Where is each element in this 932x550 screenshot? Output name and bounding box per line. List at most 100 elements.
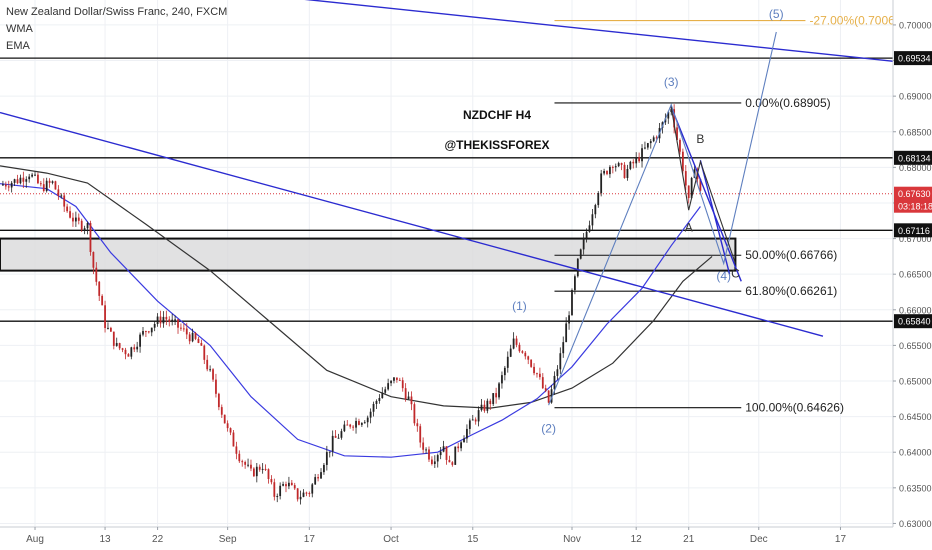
candle-body: [588, 225, 591, 232]
support-zone[interactable]: [0, 237, 737, 272]
candle-body: [212, 369, 214, 380]
candle-body: [285, 484, 287, 487]
candle-body: [121, 348, 124, 350]
candle-body: [180, 327, 182, 329]
candle-body: [299, 496, 302, 500]
candle-body: [422, 442, 425, 450]
candle-body: [92, 252, 95, 268]
candle-body: [232, 432, 235, 447]
candle-body: [305, 492, 308, 494]
candle-body: [10, 182, 13, 188]
trendline[interactable]: [128, 0, 894, 62]
candle-body: [314, 477, 317, 485]
chart-legend: New Zealand Dollar/Swiss Franc, 240, FXC…: [6, 4, 227, 55]
candle-body: [343, 424, 346, 432]
trendline[interactable]: [699, 160, 731, 275]
price-axis: 0.700000.695000.690000.685000.680000.675…: [892, 0, 932, 550]
candle-body: [34, 174, 36, 176]
price-tick-label: 0.63500: [899, 483, 932, 493]
indicator-wma[interactable]: WMA: [6, 23, 33, 35]
candle-body: [317, 477, 319, 479]
price-tick-label: 0.68500: [899, 127, 932, 137]
candle-body: [261, 468, 264, 470]
time-axis: Aug 13 22 Sep 17 Oct 15 Nov 12 21 Dec 17: [0, 526, 893, 550]
time-tick-label: Oct: [383, 534, 399, 545]
candle-body: [565, 323, 568, 343]
candle-body: [355, 420, 357, 428]
wave-label: (1): [512, 299, 527, 313]
candle-body: [72, 217, 74, 222]
candle-body: [107, 327, 109, 329]
candle-body: [118, 343, 121, 349]
candle-body: [489, 400, 492, 405]
candle-body: [521, 351, 524, 353]
candle-body: [282, 484, 284, 486]
candle-body: [574, 276, 576, 291]
candle-body: [13, 179, 16, 183]
candle-body: [687, 185, 690, 199]
candle-body: [22, 177, 25, 182]
trendline[interactable]: [0, 111, 824, 337]
candle-body: [48, 180, 51, 183]
candle-body: [276, 496, 279, 498]
candle-body: [498, 383, 500, 398]
candle-body: [203, 345, 206, 360]
level-price-tag-label: 0.69534: [898, 54, 931, 64]
time-tick-label: Dec: [750, 534, 768, 545]
candle-body: [681, 151, 684, 172]
candle-body: [127, 354, 130, 357]
candle-body: [7, 186, 10, 188]
candle-body: [524, 352, 527, 357]
fib-level-label: 61.80%(0.66261): [745, 284, 837, 298]
candle-body: [182, 328, 185, 330]
candle-body: [109, 327, 112, 332]
candle-body: [238, 453, 241, 462]
price-tick-label: 0.63000: [899, 519, 932, 529]
candle-body: [512, 338, 515, 349]
candle-body: [559, 353, 562, 370]
trendline[interactable]: [670, 106, 742, 282]
candle-body: [28, 176, 31, 180]
candle-body: [407, 396, 410, 399]
candle-body: [676, 127, 678, 140]
candle-body: [206, 359, 209, 370]
time-tick-label: Nov: [563, 534, 581, 545]
candle-body: [582, 238, 585, 250]
candle-body: [410, 396, 413, 405]
candle-body: [174, 319, 176, 321]
candle-body: [252, 468, 255, 477]
candle-body: [623, 164, 626, 178]
candle-body: [358, 420, 360, 425]
candle-body: [95, 267, 98, 282]
candle-body: [541, 377, 544, 389]
symbol-title: New Zealand Dollar/Swiss Franc, 240, FXC…: [6, 6, 228, 18]
candle-body: [667, 111, 670, 119]
candle-body: [655, 137, 658, 139]
candle-body: [486, 400, 489, 411]
price-tick-label: 0.66500: [899, 270, 932, 280]
candle-body: [19, 177, 22, 184]
candle-body: [384, 389, 387, 393]
time-axis-background: [0, 527, 893, 550]
level-price-tag-label: 0.67116: [898, 226, 930, 236]
candle-body: [349, 424, 352, 427]
candle-body: [16, 179, 19, 184]
candle-body: [177, 319, 179, 328]
candle-body: [492, 393, 495, 405]
wave-label: (5): [769, 7, 784, 21]
candle-body: [466, 428, 468, 439]
candle-body: [533, 366, 535, 374]
indicator-ema[interactable]: EMA: [6, 40, 30, 52]
candle-body: [495, 393, 498, 398]
candle-body: [585, 231, 588, 239]
candle-body: [536, 373, 538, 375]
current-price-label: 0.67630: [898, 189, 931, 199]
candle-body: [325, 452, 328, 465]
candle-body: [63, 195, 66, 207]
candle-body: [626, 168, 629, 178]
candle-body: [337, 437, 340, 439]
price-axis-background: [893, 0, 932, 550]
